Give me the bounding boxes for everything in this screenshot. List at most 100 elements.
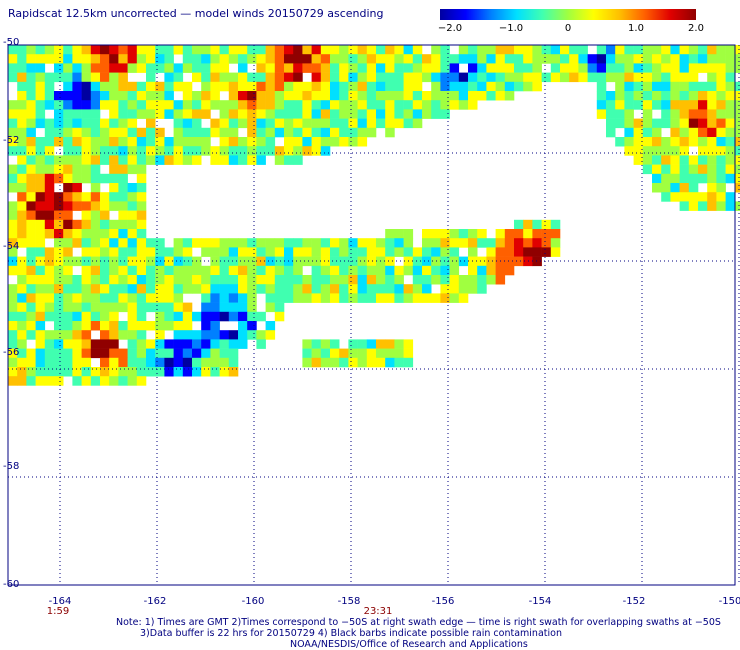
wind-cell (44, 339, 55, 349)
wind-cell (63, 109, 73, 119)
wind-cell (26, 183, 36, 193)
wind-cell (477, 45, 487, 55)
wind-cell (228, 45, 239, 55)
wind-cell (127, 330, 138, 340)
wind-cell (688, 54, 699, 64)
wind-cell (366, 91, 377, 101)
wind-cell (385, 100, 395, 110)
wind-cell (274, 72, 285, 83)
wind-cell (412, 247, 423, 257)
wind-cell (596, 109, 607, 119)
wind-cell (514, 229, 524, 239)
wind-cell (376, 118, 386, 129)
wind-cell (707, 155, 717, 165)
wind-cell (394, 229, 404, 239)
wind-cell (35, 155, 46, 165)
wind-cell (523, 45, 533, 55)
wind-cell (201, 302, 211, 313)
wind-cell (81, 265, 92, 276)
wind-cell (688, 109, 699, 119)
swath-time-label: 23:31 (363, 606, 393, 617)
wind-cell (716, 173, 726, 184)
wind-cell (670, 54, 680, 64)
wind-cell (8, 348, 18, 359)
wind-cell (109, 81, 119, 92)
wind-cell (35, 275, 46, 285)
wind-cell (173, 109, 184, 119)
wind-cell (81, 219, 92, 230)
wind-cell (274, 265, 285, 276)
wind-cell (642, 146, 653, 156)
wind-cell (182, 367, 193, 377)
wind-cell (109, 348, 119, 359)
wind-cell (569, 45, 579, 55)
wind-cell (192, 72, 202, 83)
wind-cell (54, 265, 64, 276)
wind-cell (311, 137, 322, 147)
wind-cell (109, 192, 119, 202)
wind-cell (274, 54, 285, 64)
wind-cell (118, 348, 128, 359)
wind-cell (26, 100, 36, 110)
wind-cell (63, 192, 73, 202)
wind-cell (311, 81, 322, 92)
wind-cell (164, 72, 174, 83)
wind-cell (173, 321, 184, 331)
wind-cell (155, 109, 165, 119)
wind-cell (431, 247, 441, 257)
wind-cell (477, 54, 487, 64)
wind-cell (219, 311, 230, 322)
wind-cell (330, 247, 340, 257)
wind-cell (440, 293, 450, 303)
wind-cell (210, 72, 220, 83)
wind-cell (90, 256, 101, 267)
wind-cell (661, 183, 671, 193)
wind-cell (661, 164, 671, 175)
wind-cell (81, 54, 92, 64)
wind-cell (468, 229, 478, 239)
wind-cell (293, 155, 303, 165)
wind-cell (514, 238, 524, 248)
wind-cell (173, 293, 184, 303)
wind-cell (652, 63, 662, 73)
wind-cell (219, 100, 230, 110)
wind-cell (118, 357, 128, 368)
wind-cell (550, 72, 561, 83)
wind-cell (228, 275, 239, 285)
wind-cell (54, 210, 64, 221)
wind-cell (698, 201, 708, 211)
wind-cell (284, 284, 294, 294)
wind-cell (127, 284, 138, 294)
wind-cell (339, 81, 349, 92)
wind-cell (431, 91, 441, 101)
wind-cell (698, 100, 708, 110)
wind-cell (698, 192, 708, 202)
wind-cell (477, 256, 487, 267)
wind-cell (118, 275, 128, 285)
wind-cell (54, 137, 64, 147)
wind-cell (458, 293, 469, 303)
wind-cell (523, 238, 533, 248)
wind-cell (35, 63, 46, 73)
wind-cell (366, 63, 377, 73)
wind-cell (81, 367, 92, 377)
wind-cell (707, 72, 717, 83)
wind-cell (293, 54, 303, 64)
wind-cell (228, 293, 239, 303)
wind-cell (366, 265, 377, 276)
wind-cell (716, 118, 726, 129)
wind-cell (422, 54, 432, 64)
wind-cell (118, 183, 128, 193)
wind-cell (72, 54, 82, 64)
wind-cell (81, 376, 92, 386)
wind-cell (219, 72, 230, 83)
wind-cell (274, 256, 285, 267)
wind-cell (8, 265, 18, 276)
wind-cell (403, 54, 414, 64)
wind-cell (26, 109, 36, 119)
wind-cell (265, 330, 276, 340)
wind-cell (8, 357, 18, 368)
wind-cell (63, 265, 73, 276)
wind-cell (385, 127, 395, 138)
wind-cell (44, 302, 55, 313)
